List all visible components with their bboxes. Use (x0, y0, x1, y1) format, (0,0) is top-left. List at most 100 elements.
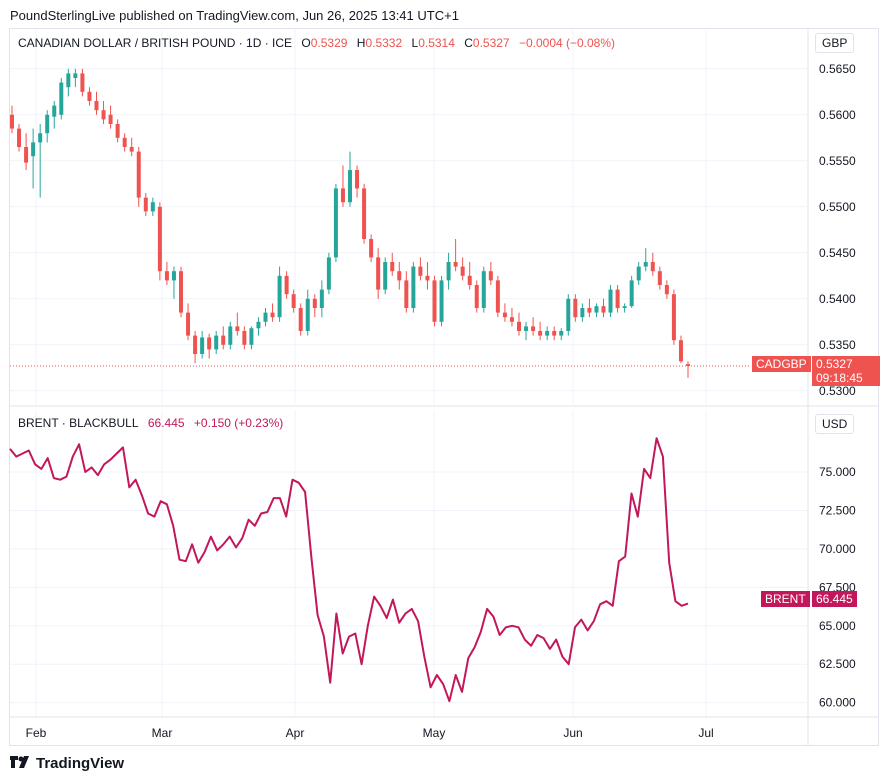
candle-body (319, 289, 324, 308)
candle-body (179, 271, 183, 313)
tradingview-logo-icon (10, 755, 32, 772)
bottom-symbol: BRENT · BLACKBULL (18, 416, 139, 430)
candle-body (101, 110, 106, 120)
candle-body (538, 331, 543, 336)
candle-body (481, 271, 486, 308)
candle-body (298, 308, 303, 331)
y-tick-label-bottom: 62.500 (819, 657, 856, 671)
brent-series-line (9, 437, 689, 703)
candle-body (587, 308, 592, 313)
x-tick-label: May (423, 726, 446, 740)
candle-body (432, 280, 437, 322)
candle-body (17, 128, 22, 147)
bottom-pane-legend: BRENT · BLACKBULL 66.445 +0.150 (+0.23%) (18, 416, 289, 430)
candle-body (629, 280, 634, 307)
top-pane-legend: CANADIAN DOLLAR / BRITISH POUND · 1D · I… (18, 36, 621, 50)
candle-body (418, 266, 423, 276)
candle-body (277, 275, 282, 318)
candle-body (517, 321, 521, 331)
candle-body (326, 257, 331, 290)
candle-body (615, 289, 620, 308)
candle-body (608, 289, 613, 313)
candle-body (369, 239, 374, 258)
candle-body (80, 73, 85, 92)
candle-body (249, 328, 254, 345)
candle-body (108, 114, 113, 124)
candle-body (425, 275, 430, 281)
candle-body (453, 262, 458, 267)
x-tick-label: Jun (563, 726, 582, 740)
bottom-last: 66.445 (147, 416, 185, 430)
candle-body (446, 262, 451, 281)
candle-body (256, 321, 261, 329)
candle-body (566, 298, 571, 331)
y-tick-label-bottom: 60.000 (819, 696, 856, 710)
candle-body (488, 271, 493, 281)
cadgbp-tag-time: 09:18:45 (816, 371, 863, 385)
open-label: O (301, 36, 311, 50)
x-tick-label: Mar (152, 726, 173, 740)
candle-body (601, 306, 606, 313)
x-tick-label: Jul (698, 726, 713, 740)
candle-body (622, 306, 627, 308)
candle-body (45, 114, 50, 134)
x-tick-label: Feb (26, 726, 47, 740)
candle-body (73, 73, 78, 78)
top-change: −0.0004 (−0.08%) (518, 36, 616, 50)
high-label: H (356, 36, 366, 50)
candle-body (686, 364, 690, 366)
candle-body (52, 105, 57, 117)
candle-body (545, 331, 550, 336)
candle-body (164, 271, 169, 281)
candle-body (333, 188, 338, 258)
publisher-line: PoundSterlingLive published on TradingVi… (10, 8, 459, 23)
candle-body (594, 306, 599, 313)
candle-body (636, 266, 641, 281)
y-tick-label-bottom: 67.500 (819, 580, 856, 594)
candle-body (559, 331, 564, 336)
close-value: 0.5327 (472, 36, 510, 50)
candle-body (312, 298, 317, 308)
open-value: 0.5329 (310, 36, 348, 50)
candle-body (467, 275, 472, 285)
candle-body (355, 170, 360, 189)
candle-body (143, 197, 148, 212)
candle-body (678, 340, 683, 362)
candle-body (242, 331, 247, 345)
candle-body (157, 206, 162, 272)
candle-body (270, 312, 275, 318)
candle-body (664, 285, 669, 295)
candle-body (66, 73, 71, 88)
candle-body (340, 188, 345, 203)
brent-tag-price: 66.445 (812, 591, 857, 607)
y-tick-label-bottom: 65.000 (819, 619, 856, 633)
y-tick-label-top: 0.5450 (819, 246, 856, 260)
y-tick-label-top: 0.5300 (819, 384, 856, 398)
candle-body (214, 335, 219, 350)
candle-body (671, 294, 676, 341)
candle-body (305, 298, 310, 331)
candle-body (474, 285, 479, 308)
candle-body (207, 337, 212, 350)
top-currency-button[interactable]: GBP (815, 33, 855, 53)
candle-body (94, 101, 99, 111)
bottom-currency-button[interactable]: USD (815, 414, 855, 434)
candle-body (235, 326, 240, 331)
close-label: C (464, 36, 473, 50)
cadgbp-tag-price: 0.5327 (816, 357, 853, 371)
candle-body (376, 257, 381, 290)
candle-body (136, 151, 141, 198)
candle-body (200, 337, 205, 354)
candle-body (411, 266, 416, 308)
candle-body (460, 266, 465, 276)
candle-body (193, 335, 198, 354)
candle-body (122, 137, 127, 147)
low-value: 0.5314 (418, 36, 455, 50)
candle-body (171, 271, 176, 281)
candle-body (115, 124, 120, 138)
bottom-change: +0.150 (+0.23%) (193, 416, 284, 430)
candle-body (643, 262, 648, 267)
candle-body (509, 317, 514, 322)
candle-body (348, 170, 352, 203)
